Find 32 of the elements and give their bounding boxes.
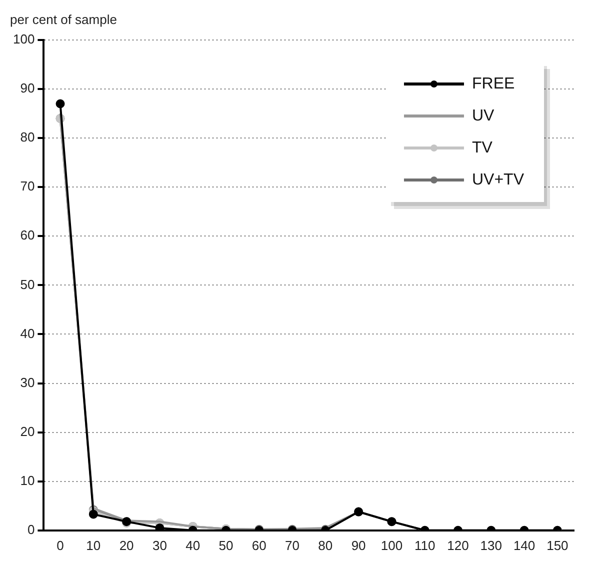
y-axis-title: per cent of sample [10,12,117,27]
x-tick-label: 20 [119,538,134,553]
x-tick-label: 100 [380,538,403,553]
x-tick-label: 110 [414,538,436,553]
legend-label: UV [472,107,495,124]
legend-label: FREE [472,75,515,92]
y-tick-label: 90 [20,80,35,96]
y-tick-label: 10 [20,472,35,488]
y-tick-label: 30 [20,374,35,390]
x-tick-label: 70 [285,538,300,553]
x-tick-label: 30 [152,538,167,553]
y-tick-label: 70 [20,178,35,194]
y-tick-label: 100 [12,32,35,47]
y-tick-label: 60 [20,228,35,243]
y-tick-label: 20 [20,424,35,439]
x-tick-label: 10 [86,538,101,553]
x-tick-label: 0 [56,538,64,553]
legend-label: UV+TV [472,171,524,188]
x-tick-label: 150 [546,538,568,553]
x-tick-label: 120 [447,538,469,553]
x-tick-label: 50 [218,538,234,553]
y-tick-label: 40 [20,326,35,341]
x-tick-label: 90 [351,538,366,553]
x-tick-label: 40 [186,538,200,553]
x-tick-label: 80 [318,538,333,553]
x-tick-label: 130 [480,538,502,553]
x-tick-label: 140 [513,538,536,553]
y-tick-label: 0 [27,522,35,537]
x-tick-label: 60 [252,538,266,553]
legend-label: TV [472,139,493,156]
y-tick-label: 80 [20,130,35,145]
y-tick-label: 50 [20,276,35,292]
